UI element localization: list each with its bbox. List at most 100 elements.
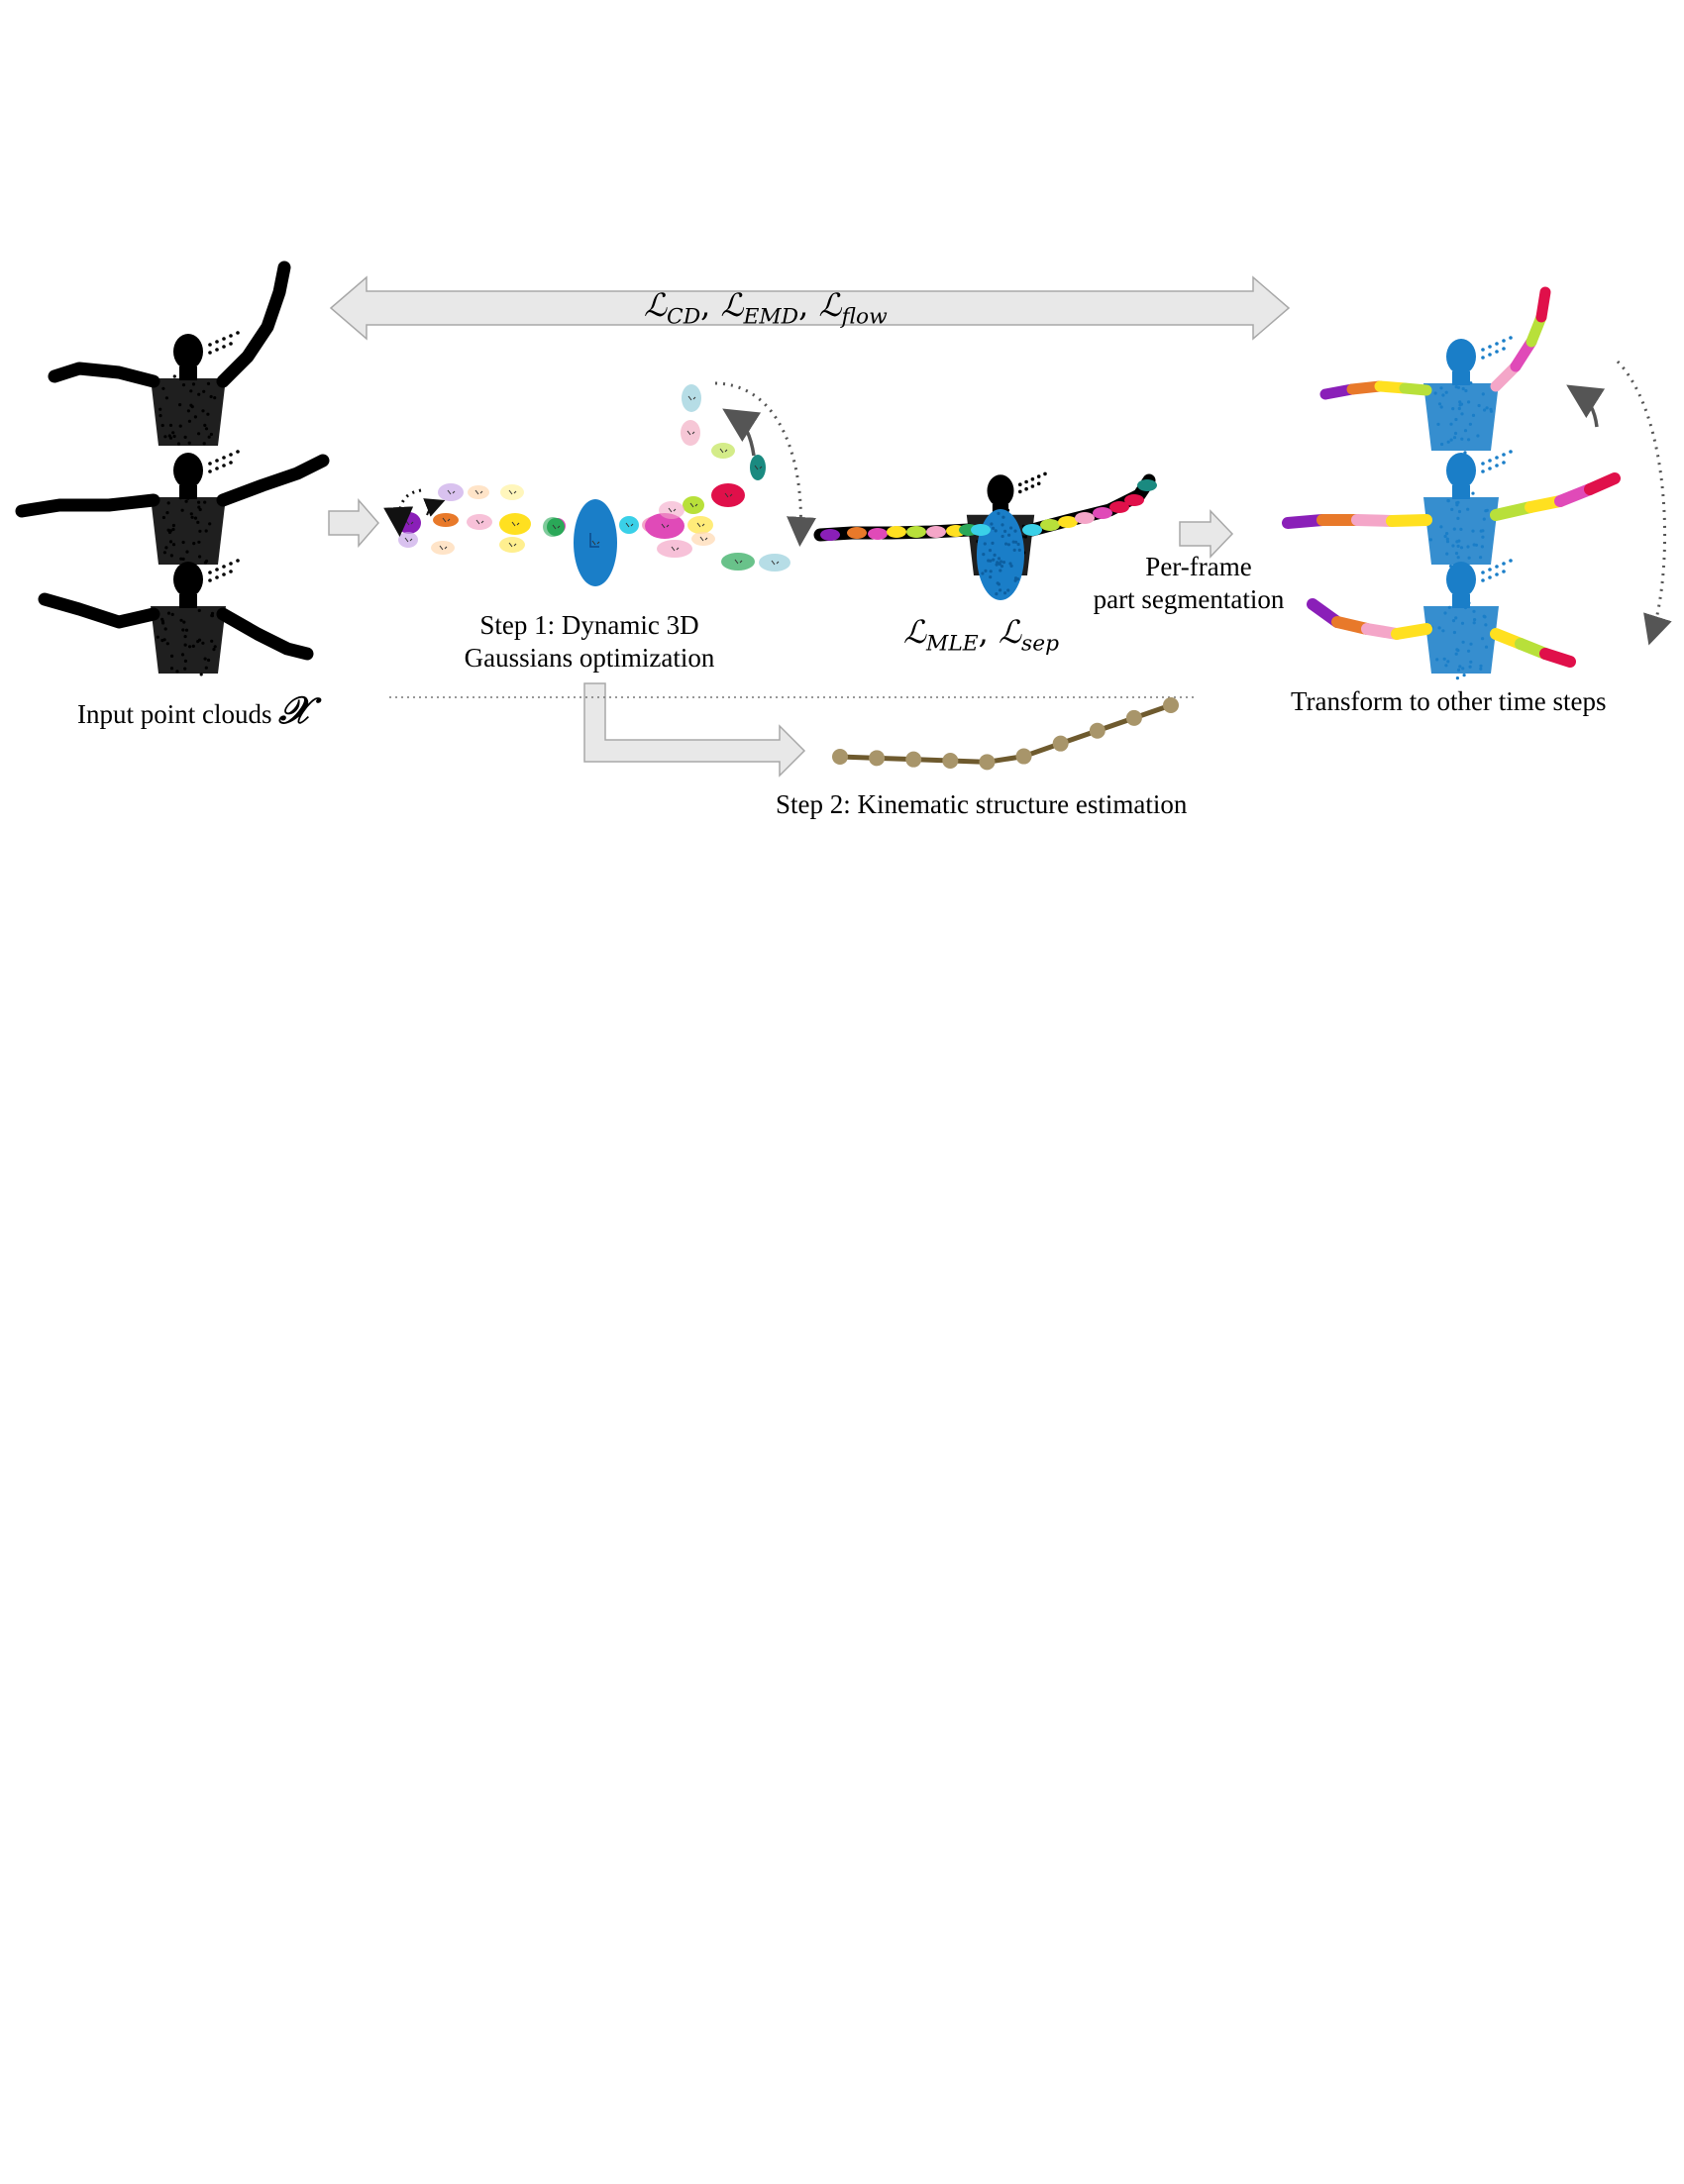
point xyxy=(207,658,211,663)
gaussian-ellipse xyxy=(619,516,639,534)
point xyxy=(164,546,168,550)
gaussian-axis xyxy=(508,489,517,495)
point xyxy=(1433,391,1437,395)
point xyxy=(169,667,174,671)
point xyxy=(1495,565,1499,569)
point xyxy=(1441,393,1445,397)
point xyxy=(1016,542,1020,547)
point xyxy=(1036,474,1041,478)
left-arm-segment xyxy=(1399,382,1432,396)
point xyxy=(1454,616,1458,620)
point xyxy=(992,558,996,562)
point xyxy=(1446,440,1450,444)
left-arm-segment xyxy=(1391,623,1432,640)
point xyxy=(201,409,205,413)
point xyxy=(197,392,201,396)
point xyxy=(996,561,1000,565)
point xyxy=(1443,611,1447,615)
gaussian-axis xyxy=(625,522,634,528)
point xyxy=(203,423,207,427)
point xyxy=(1488,345,1492,349)
gaussian-axis xyxy=(404,537,413,543)
point xyxy=(190,495,194,499)
left-arm-segment xyxy=(1386,514,1432,527)
dynamic-gaussians xyxy=(397,384,790,586)
gaussian-ellipse xyxy=(574,499,617,586)
point xyxy=(1495,464,1499,468)
gaussian-axis xyxy=(754,465,763,470)
point xyxy=(181,383,186,387)
point xyxy=(171,431,175,435)
rotation-arrow-left-dotted xyxy=(383,488,422,537)
point xyxy=(1451,407,1455,411)
point xyxy=(988,549,993,553)
point xyxy=(156,635,159,639)
point xyxy=(990,522,994,526)
point xyxy=(202,389,206,393)
right-arm xyxy=(216,260,291,388)
gaussian-ellipse xyxy=(499,513,531,535)
point xyxy=(1458,600,1462,604)
point xyxy=(1436,422,1440,426)
point xyxy=(1443,534,1447,539)
point xyxy=(191,382,196,386)
gaussian-ellipse xyxy=(691,532,715,546)
point xyxy=(182,603,186,608)
point xyxy=(184,499,188,503)
loss-top: ℒCD, ℒEMD, ℒflow xyxy=(644,287,888,336)
point xyxy=(1452,436,1457,440)
point xyxy=(1509,559,1513,563)
point xyxy=(1481,469,1485,473)
gaussian-ellipse xyxy=(750,455,766,480)
perframe-label: Per-frame part segmentation xyxy=(1094,551,1288,616)
point xyxy=(1001,561,1006,565)
input-symbol: 𝒳 xyxy=(278,687,311,732)
transform-label: Transform to other time steps xyxy=(1291,685,1606,718)
point xyxy=(186,496,190,500)
point xyxy=(1456,556,1460,560)
point xyxy=(163,435,167,439)
point xyxy=(197,432,201,436)
gaussian-axis xyxy=(771,560,780,566)
segment-blob xyxy=(1040,519,1060,531)
point xyxy=(178,424,182,428)
point xyxy=(161,386,165,390)
point xyxy=(183,643,187,647)
point xyxy=(1509,336,1513,340)
gaussian-ellipse xyxy=(438,483,464,501)
point xyxy=(1471,491,1475,495)
point xyxy=(201,641,205,645)
point xyxy=(991,541,995,546)
point xyxy=(204,666,208,670)
right-arm xyxy=(216,607,314,661)
point xyxy=(1483,615,1487,619)
point xyxy=(1495,572,1499,576)
gaussian-axis xyxy=(671,546,680,552)
point xyxy=(222,337,226,341)
point xyxy=(198,507,202,512)
point xyxy=(229,334,233,338)
point xyxy=(229,562,233,566)
point xyxy=(188,645,192,649)
point xyxy=(1461,640,1465,644)
step2-label-text: Step 2: Kinematic structure estimation xyxy=(776,789,1188,819)
point xyxy=(210,639,214,643)
left-arm xyxy=(38,592,160,629)
gaussian-ellipse xyxy=(683,496,704,514)
point xyxy=(1467,438,1471,442)
point xyxy=(212,648,216,652)
point xyxy=(1439,525,1443,529)
point xyxy=(1456,649,1460,653)
point xyxy=(984,569,988,573)
point xyxy=(186,409,190,413)
point xyxy=(171,523,175,528)
point xyxy=(1502,461,1506,465)
gaussian-ellipse xyxy=(500,484,524,500)
gaussian-axis xyxy=(508,542,517,548)
point xyxy=(190,405,194,409)
point xyxy=(197,540,201,544)
point xyxy=(236,559,240,563)
point xyxy=(1452,630,1456,635)
segment-blob xyxy=(906,526,926,538)
segment-blob xyxy=(1137,479,1157,491)
